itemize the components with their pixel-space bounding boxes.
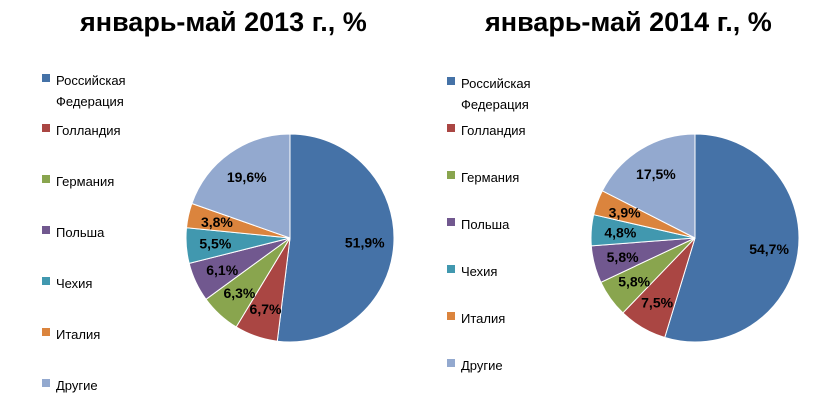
legend-swatch [447,77,455,85]
data-label-poland: 6,1% [206,262,238,278]
legend-label: Другие [461,358,503,373]
data-label-russia: 51,9% [345,235,385,251]
data-label-czechia: 4,8% [604,224,636,240]
data-label-czechia: 5,5% [199,236,231,252]
legend-label: Российская Федерация [56,73,126,109]
legend-label: Германия [56,174,115,189]
data-label-italy: 3,9% [609,204,641,220]
legend-label: Российская Федерация [461,76,531,112]
pie-slice-russia [664,133,800,343]
legend-swatch [447,171,455,179]
legend-swatch [447,265,455,273]
legend-label: Чехия [461,264,498,279]
pie-slice-russia [276,133,395,343]
legend-swatch [42,379,50,387]
chart-title: январь-май 2013 г., % [80,7,367,37]
data-label-other: 19,6% [227,169,267,185]
legend-swatch [42,74,50,82]
legend-swatch [42,175,50,183]
legend-swatch [42,124,50,132]
data-label-other: 17,5% [636,166,676,182]
legend-label: Италия [461,311,506,326]
legend-swatch [42,277,50,285]
legend-label: Италия [56,327,101,342]
data-label-netherlands: 6,7% [250,301,282,317]
data-label-italy: 3,8% [201,214,233,230]
legend-swatch [42,328,50,336]
pie-slice-other [191,133,291,239]
legend-label: Другие [56,378,98,393]
legend-label: Голландия [461,123,526,138]
pie-chart: 54,7% 7,5% 5,8% 5,8% 4,8% 3,9% 17,5% [590,133,800,343]
legend-label: Польша [461,217,510,232]
legend-swatch [447,124,455,132]
pie-chart: 51,9% 6,7%6,3% 6,1% 5,5% 3,8% 19,6% [185,133,395,343]
pie-slice-other [601,133,696,239]
legend-label: Германия [461,170,520,185]
legend-label: Польша [56,225,105,240]
legend-swatch [447,312,455,320]
chart-title: январь-май 2014 г., % [485,7,772,37]
data-label-germany: 6,3% [223,285,255,301]
legend-label: Чехия [56,276,93,291]
legend-swatch [42,226,50,234]
legend-swatch [447,359,455,367]
data-label-poland: 5,8% [607,249,639,265]
data-label-germany: 5,8% [618,274,650,290]
legend-label: Голландия [56,123,121,138]
legend-swatch [447,218,455,226]
data-label-netherlands: 7,5% [641,295,673,311]
data-label-russia: 54,7% [749,241,789,257]
